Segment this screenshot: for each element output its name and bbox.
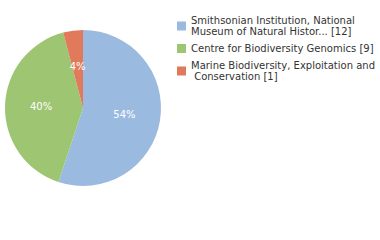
- svg-text:4%: 4%: [70, 61, 86, 72]
- svg-text:Centre for Biodiversity Genomi: Centre for Biodiversity Genomics [9]: [191, 43, 374, 54]
- svg-text:Museum of Natural Histor... [1: Museum of Natural Histor... [12]: [191, 26, 352, 37]
- svg-text:Conservation [1]: Conservation [1]: [191, 71, 278, 82]
- svg-text:54%: 54%: [113, 109, 135, 120]
- svg-text:Smithsonian Institution, Natio: Smithsonian Institution, National: [191, 15, 358, 26]
- svg-text:Marine Biodiversity, Exploitat: Marine Biodiversity, Exploitation and: [191, 60, 375, 71]
- svg-text:40%: 40%: [30, 101, 52, 112]
